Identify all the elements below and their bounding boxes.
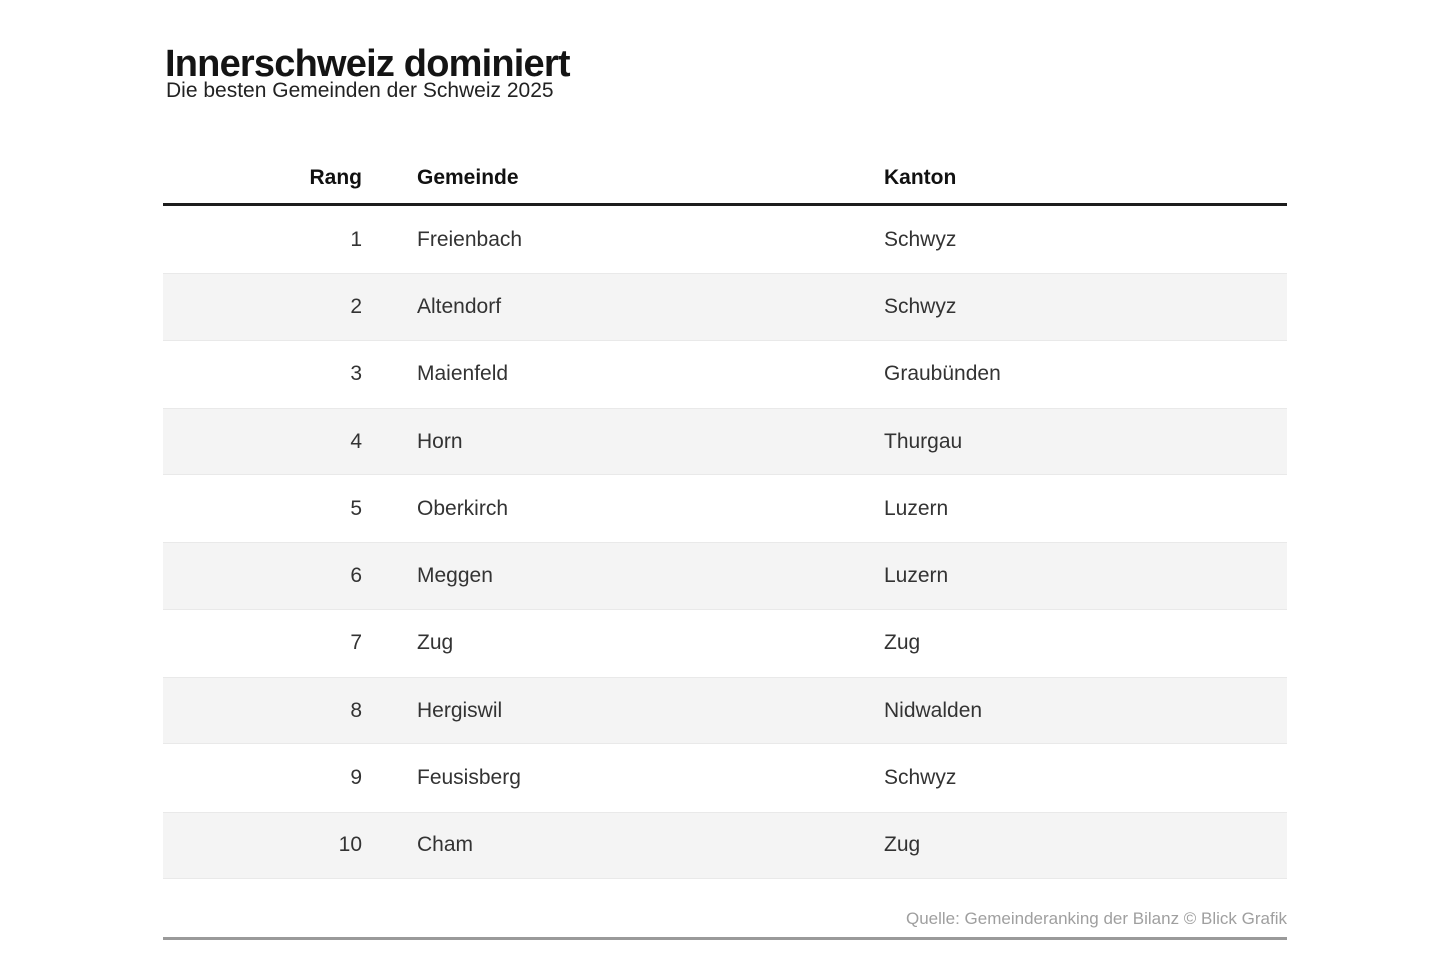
gemeinde-cell: Oberkirch xyxy=(417,496,509,520)
table-row: 2 Altendorf Schwyz xyxy=(163,273,1287,341)
table-row: 4 Horn Thurgau xyxy=(163,407,1287,476)
gemeinde-cell: Freienbach xyxy=(417,227,523,251)
rank-cell: 6 xyxy=(350,564,362,588)
kanton-cell: Schwyz xyxy=(884,766,957,790)
kanton-cell: Schwyz xyxy=(884,294,957,318)
rank-cell: 5 xyxy=(350,496,362,520)
table-row: 5 Oberkirch Luzern xyxy=(163,475,1287,543)
kanton-cell: Schwyz xyxy=(884,227,957,251)
rank-cell: 10 xyxy=(338,833,362,857)
footer-rule xyxy=(163,937,1287,940)
kanton-cell: Thurgau xyxy=(884,429,963,453)
gemeinde-cell: Meggen xyxy=(417,564,493,588)
gemeinde-cell: Cham xyxy=(417,833,474,857)
gemeinde-cell: Feusisberg xyxy=(417,766,521,790)
gemeinde-cell: Maienfeld xyxy=(417,362,509,386)
rank-cell: 8 xyxy=(350,698,362,722)
gemeinde-cell: Zug xyxy=(417,631,454,655)
table-row: 10 Cham Zug xyxy=(163,811,1287,879)
table-row: 7 Zug Zug xyxy=(163,609,1287,678)
source-credit: Quelle: Gemeinderanking der Bilanz © Bli… xyxy=(905,909,1287,928)
table-row: 9 Feusisberg Schwyz xyxy=(163,744,1287,812)
column-header-rang: Rang xyxy=(309,166,363,189)
kanton-cell: Zug xyxy=(884,833,921,857)
chart-title: Innerschweiz dominiert xyxy=(165,43,571,86)
table-header-row: Rang Gemeinde Kanton xyxy=(163,156,1287,203)
table-row: 8 Hergiswil Nidwalden xyxy=(163,677,1287,745)
table-row: 1 Freienbach Schwyz xyxy=(163,206,1287,274)
table-body: 1 Freienbach Schwyz 2 Altendorf Schwyz 3… xyxy=(163,206,1287,879)
kanton-cell: Luzern xyxy=(884,496,949,520)
kanton-cell: Graubünden xyxy=(884,362,1001,386)
gemeinde-cell: Horn xyxy=(417,429,463,453)
rank-cell: 9 xyxy=(350,766,362,790)
table-row: 6 Meggen Luzern xyxy=(163,542,1287,610)
rank-cell: 2 xyxy=(350,294,362,318)
header-rule xyxy=(163,203,1287,206)
gemeinde-cell: Altendorf xyxy=(417,294,502,318)
chart-subtitle: Die besten Gemeinden der Schweiz 2025 xyxy=(166,79,554,102)
ranking-table: Rang Gemeinde Kanton 1 Freienbach Schwyz… xyxy=(163,156,1287,879)
column-header-kanton: Kanton xyxy=(884,166,957,189)
kanton-cell: Nidwalden xyxy=(884,698,983,722)
rank-cell: 4 xyxy=(350,429,362,453)
rank-cell: 1 xyxy=(350,227,362,251)
kanton-cell: Zug xyxy=(884,631,921,655)
kanton-cell: Luzern xyxy=(884,564,949,588)
rank-cell: 7 xyxy=(350,631,362,655)
column-header-gemeinde: Gemeinde xyxy=(417,166,519,189)
rank-cell: 3 xyxy=(350,362,362,386)
table-row: 3 Maienfeld Graubünden xyxy=(163,340,1287,408)
gemeinde-cell: Hergiswil xyxy=(417,698,503,722)
